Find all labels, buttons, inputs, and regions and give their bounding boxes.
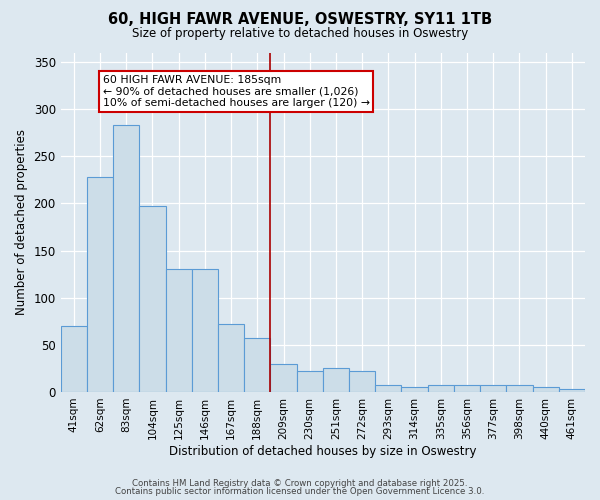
Bar: [192, 270, 218, 392]
Bar: [559, 389, 585, 392]
Bar: [454, 386, 480, 392]
Bar: [480, 386, 506, 392]
Bar: [349, 371, 375, 392]
Text: Contains public sector information licensed under the Open Government Licence 3.: Contains public sector information licen…: [115, 487, 485, 496]
Bar: [506, 386, 533, 392]
Bar: [401, 387, 428, 392]
Bar: [296, 371, 323, 392]
Bar: [113, 125, 139, 392]
Bar: [61, 326, 87, 392]
Bar: [375, 386, 401, 392]
Bar: [323, 368, 349, 392]
Bar: [166, 270, 192, 392]
Bar: [533, 387, 559, 392]
Text: 60 HIGH FAWR AVENUE: 185sqm
← 90% of detached houses are smaller (1,026)
10% of : 60 HIGH FAWR AVENUE: 185sqm ← 90% of det…: [103, 75, 370, 108]
Bar: [244, 338, 271, 392]
Bar: [271, 364, 296, 392]
Bar: [87, 177, 113, 392]
Y-axis label: Number of detached properties: Number of detached properties: [15, 129, 28, 315]
X-axis label: Distribution of detached houses by size in Oswestry: Distribution of detached houses by size …: [169, 444, 476, 458]
Bar: [428, 386, 454, 392]
Bar: [218, 324, 244, 392]
Text: 60, HIGH FAWR AVENUE, OSWESTRY, SY11 1TB: 60, HIGH FAWR AVENUE, OSWESTRY, SY11 1TB: [108, 12, 492, 28]
Text: Size of property relative to detached houses in Oswestry: Size of property relative to detached ho…: [132, 28, 468, 40]
Text: Contains HM Land Registry data © Crown copyright and database right 2025.: Contains HM Land Registry data © Crown c…: [132, 478, 468, 488]
Bar: [139, 206, 166, 392]
